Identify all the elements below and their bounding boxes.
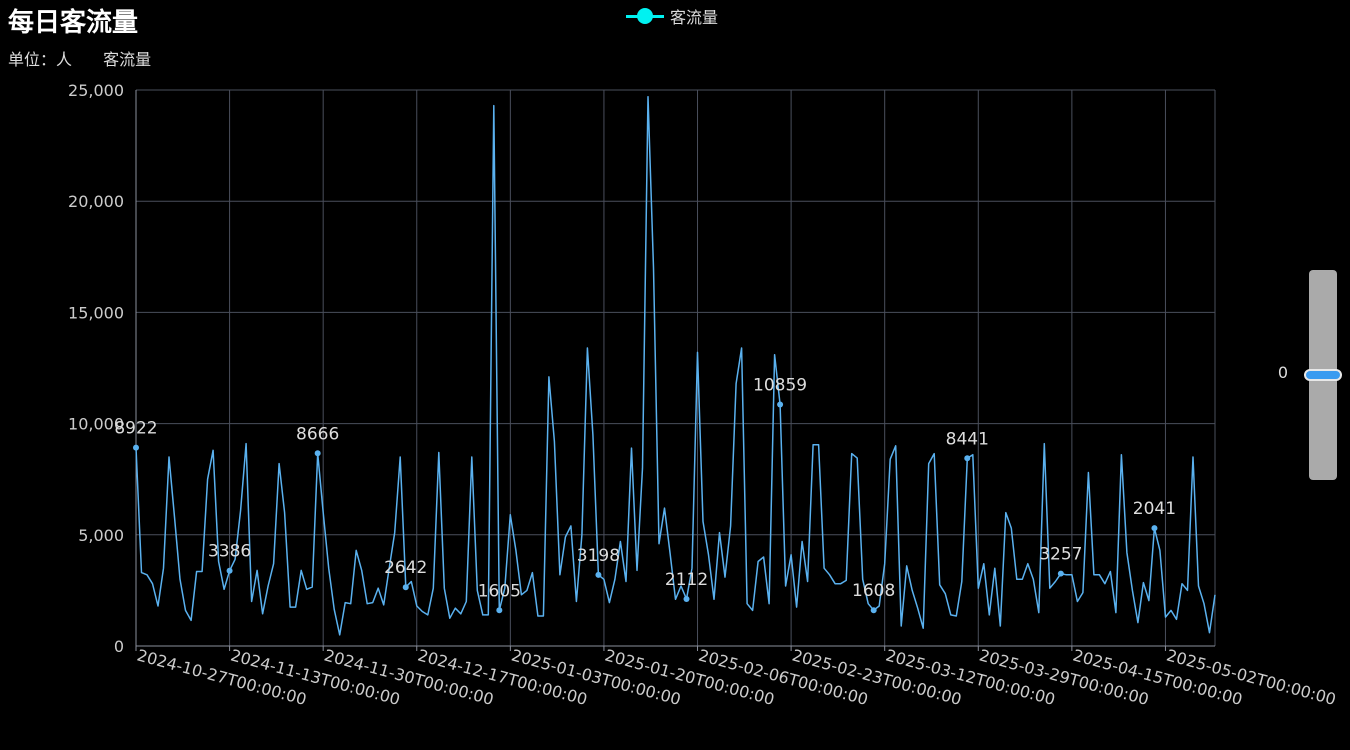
legend[interactable]: 客流量: [626, 4, 718, 28]
y-tick-label: 15,000: [68, 303, 124, 322]
chart-subtitle: 单位：人 客流量: [8, 46, 177, 70]
data-point: [402, 584, 409, 591]
data-point: [314, 450, 321, 457]
data-label: 3257: [1039, 545, 1082, 565]
data-point: [226, 567, 233, 574]
series-line-客流量: [135, 95, 1216, 636]
data-point: [133, 444, 139, 451]
y-tick-label: 20,000: [68, 192, 124, 211]
series-caption: 客流量: [103, 50, 152, 69]
data-point: [777, 401, 784, 408]
unit-label: 单位：人: [8, 50, 73, 69]
data-point: [1151, 525, 1158, 532]
slider-value: 0: [1277, 363, 1288, 382]
data-label: 2112: [665, 570, 708, 590]
data-label: 10859: [753, 375, 807, 395]
data-point: [964, 455, 971, 462]
data-label: 1608: [852, 581, 895, 601]
data-point: [595, 571, 602, 578]
slider-handle[interactable]: [1304, 369, 1342, 381]
data-point: [870, 607, 877, 614]
chart-title: 每日客流量: [8, 8, 139, 38]
y-tick-label: 25,000: [68, 81, 124, 100]
data-label: 3386: [208, 542, 251, 562]
data-label: 2041: [1133, 499, 1176, 519]
data-label: 8441: [946, 429, 989, 449]
data-label: 1605: [478, 581, 521, 601]
data-label: 2642: [384, 558, 427, 578]
y-tick-label: 10,000: [68, 415, 124, 434]
legend-label[interactable]: 客流量: [670, 8, 719, 27]
data-label: 8922: [114, 419, 157, 439]
data-point: [1057, 570, 1064, 577]
data-label: 3198: [577, 546, 620, 566]
y-tick-label: 0: [114, 637, 124, 656]
legend-marker-icon: [626, 8, 664, 24]
y-tick-label: 5,000: [78, 526, 124, 545]
data-point: [496, 607, 503, 614]
data-point: [683, 596, 690, 603]
data-label: 8666: [296, 424, 339, 444]
